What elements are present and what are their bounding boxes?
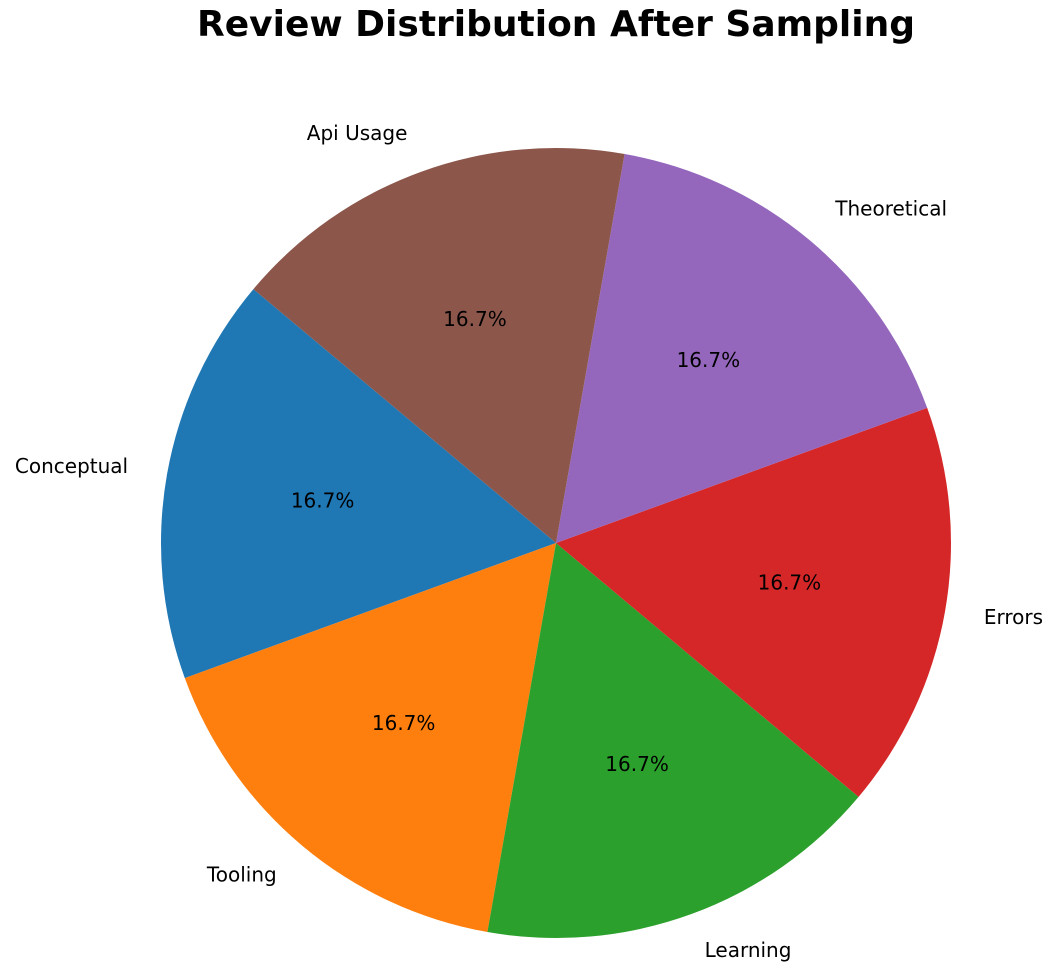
slice-label: Tooling [206,862,277,886]
slice-label: Api Usage [307,121,408,145]
slice-label: Errors [984,605,1043,629]
percent-label: 16.7% [291,488,355,512]
chart-title: Review Distribution After Sampling [197,4,915,45]
slice-label: Conceptual [15,454,128,478]
percent-label: 16.7% [372,711,436,735]
percent-label: 16.7% [677,348,741,372]
pie-slice [487,543,859,938]
pie-slice [184,543,556,932]
percent-label: 16.7% [758,571,822,595]
pie-slice [556,154,928,544]
pie-slice [160,289,556,679]
percent-label: 16.7% [605,752,669,776]
pie-slice [556,407,952,797]
slice-label: Learning [705,938,792,962]
slice-label: Theoretical [834,197,947,221]
pie-slice [253,148,625,544]
percent-label: 16.7% [443,307,507,331]
